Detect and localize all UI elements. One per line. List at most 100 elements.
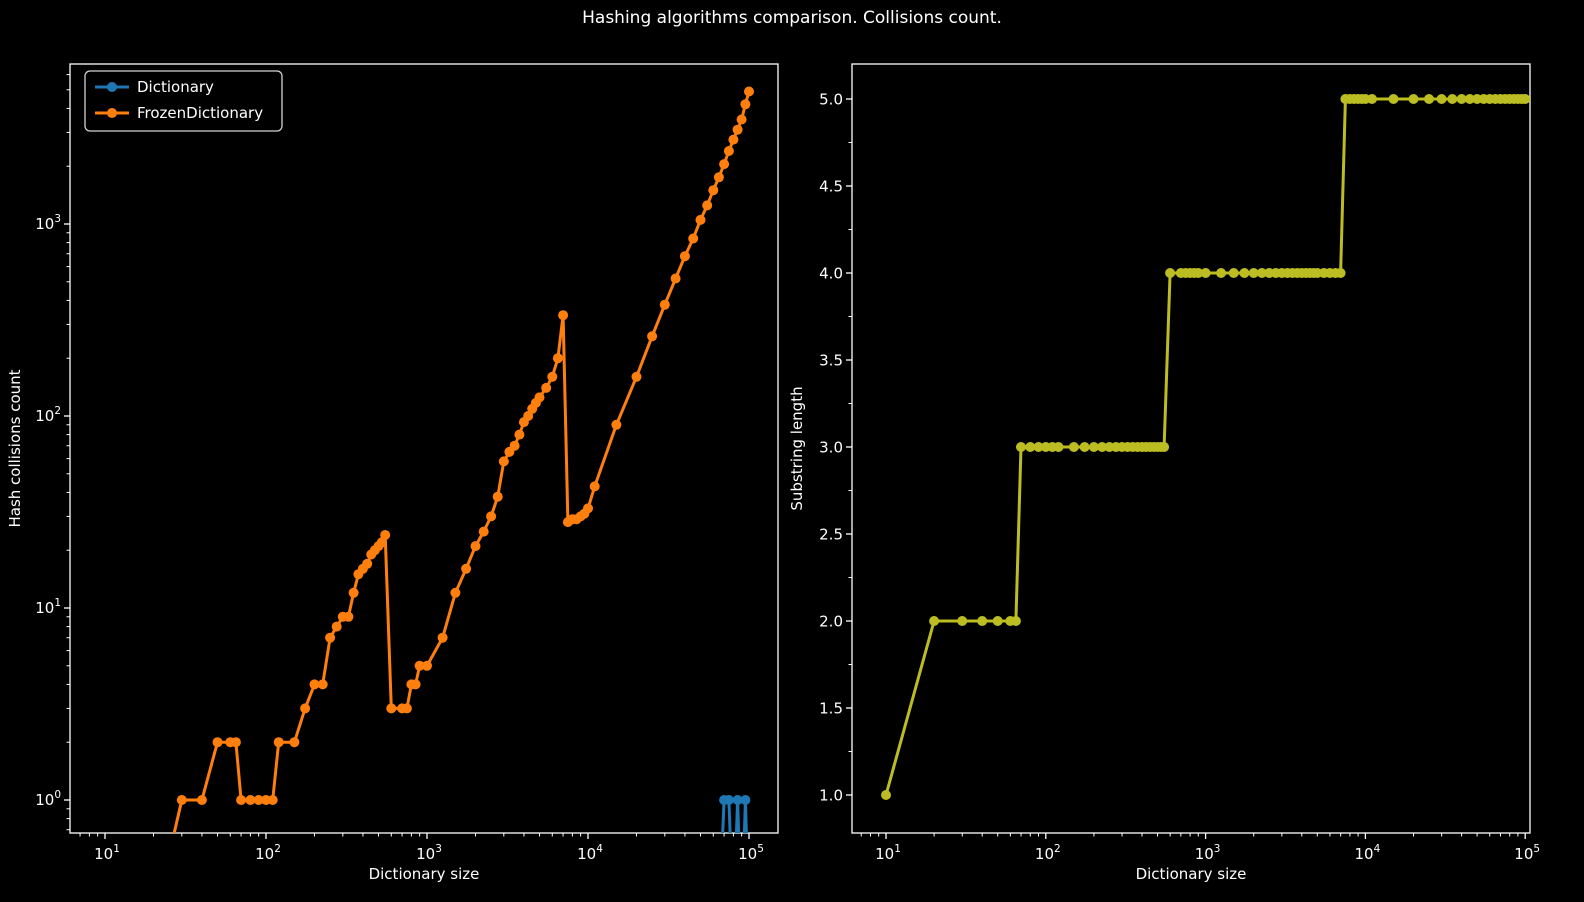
data-point [589, 481, 600, 492]
data-point [492, 491, 503, 502]
data-point [723, 146, 734, 156]
legend: Dictionary FrozenDictionary [84, 70, 283, 132]
data-point [1228, 268, 1239, 278]
legend-marker-sample [107, 108, 117, 118]
legend-marker-sample [107, 82, 117, 92]
x-axis-label: Dictionary size [369, 865, 480, 883]
data-point [1159, 442, 1170, 452]
data-point [176, 795, 187, 805]
y-tick-label: 2.5 [819, 526, 843, 544]
data-point [541, 382, 552, 393]
y-tick-label: 1.0 [819, 787, 843, 805]
y-tick-label: 2.0 [819, 613, 843, 631]
data-point [386, 703, 397, 714]
data-point [196, 795, 207, 805]
data-point [1248, 268, 1259, 278]
legend-label: FrozenDictionary [137, 104, 263, 122]
data-point [362, 558, 373, 569]
data-point [1335, 268, 1346, 278]
figure-title: Hashing algorithms comparison. Collision… [582, 8, 1002, 28]
y-tick-label: 3.0 [819, 439, 843, 457]
data-point [289, 737, 300, 748]
y-tick-label: 4.5 [819, 178, 843, 196]
data-point [552, 353, 563, 364]
frozendictionary-line [884, 97, 1526, 796]
data-point [1053, 442, 1064, 452]
data-point [740, 99, 751, 110]
data-point [1408, 94, 1419, 104]
tick-marks [64, 223, 750, 839]
minor-tick-marks [848, 142, 1519, 837]
data-point [470, 541, 481, 552]
data-point [723, 795, 734, 805]
data-point [343, 611, 354, 622]
data-point [1464, 94, 1475, 104]
minor-tick-marks [66, 74, 743, 837]
data-point [325, 632, 336, 643]
data-point [659, 299, 670, 310]
data-point [253, 795, 264, 805]
data-point [348, 587, 359, 598]
data-point [380, 530, 391, 540]
y-tick-label: 101 [35, 597, 61, 617]
frozendictionary-markers [176, 86, 754, 805]
data-point [1200, 268, 1211, 278]
legend-box [84, 70, 283, 132]
data-point [1216, 268, 1227, 278]
x-tick-label: 103 [416, 843, 442, 863]
data-point [977, 616, 988, 626]
data-point [437, 632, 448, 643]
data-point [1010, 616, 1021, 626]
data-point [547, 371, 558, 382]
y-tick-label: 100 [35, 789, 61, 809]
data-point [309, 679, 320, 690]
data-point [670, 273, 681, 284]
y-axis-label: Substring length [788, 386, 806, 510]
data-point [558, 310, 569, 321]
axes-spines [851, 63, 1531, 834]
data-point [744, 86, 754, 97]
data-point [1520, 94, 1530, 104]
tick-marks [846, 98, 1526, 839]
data-point [498, 456, 509, 467]
x-tick-label: 102 [1035, 843, 1061, 863]
data-point [1193, 268, 1204, 278]
data-point [1088, 442, 1099, 452]
data-point [736, 114, 747, 125]
data-point [236, 795, 247, 805]
x-tick-label: 104 [1355, 843, 1381, 863]
substring-length-chart: 101 102 103 104 105 1.0 1.5 2.0 2.5 3.0 3.5 4.0 4.5 5… [788, 63, 1540, 883]
x-tick-label: 101 [94, 843, 120, 863]
data-point [1239, 268, 1250, 278]
data-point [881, 790, 891, 800]
data-point [732, 124, 743, 135]
data-point [1097, 442, 1108, 452]
data-point [422, 660, 432, 671]
data-point [679, 251, 690, 262]
frozendictionary-markers [881, 94, 1530, 800]
data-point [478, 526, 489, 537]
data-point [957, 616, 968, 626]
data-point [992, 616, 1003, 626]
data-point [713, 172, 724, 183]
x-axis-label: Dictionary size [1136, 865, 1247, 883]
x-tick-label: 103 [1195, 843, 1221, 863]
data-point [300, 703, 311, 714]
data-point [1016, 442, 1026, 452]
frozendictionary-line [172, 91, 751, 833]
x-tick-label: 101 [875, 843, 901, 863]
x-tick-label: 105 [1514, 843, 1540, 863]
data-point [450, 587, 461, 598]
data-point [486, 511, 497, 522]
tick-labels: 101 102 103 104 105 1.0 1.5 2.0 2.5 3.0 3.5 4.0 4.5 5… [819, 91, 1540, 864]
data-point [688, 233, 699, 244]
data-point [1025, 442, 1036, 452]
data-point [611, 419, 622, 430]
data-point [331, 621, 342, 632]
data-point [929, 616, 940, 626]
data-point [461, 563, 472, 574]
data-point [647, 331, 658, 342]
legend-label: Dictionary [137, 78, 214, 96]
data-point [708, 185, 719, 196]
